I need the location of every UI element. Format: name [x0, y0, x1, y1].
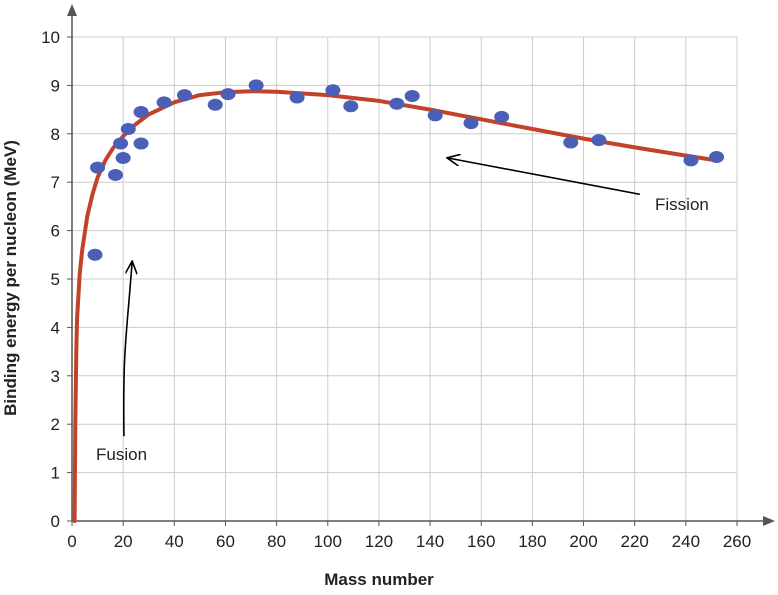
y-tick-label-8: 8	[51, 125, 60, 144]
data-point-14	[325, 84, 341, 97]
grid	[71, 36, 738, 522]
data-point-3	[113, 137, 129, 150]
x-tick-label-12: 240	[672, 532, 700, 551]
data-point-19	[463, 117, 479, 130]
data-point-22	[591, 134, 607, 147]
data-points	[87, 79, 725, 261]
y-tick-label-2: 2	[51, 415, 60, 434]
y-tick-label-4: 4	[51, 318, 60, 337]
x-tick-label-7: 140	[416, 532, 444, 551]
x-tick-label-4: 80	[267, 532, 286, 551]
data-point-10	[207, 98, 223, 111]
x-tick-label-0: 0	[67, 532, 76, 551]
x-tick-label-3: 60	[216, 532, 235, 551]
data-point-6	[133, 137, 149, 150]
x-tick-label-9: 180	[518, 532, 546, 551]
data-point-20	[494, 110, 510, 123]
fusion-label: Fusion	[96, 445, 147, 464]
data-point-23	[683, 154, 699, 167]
binding-energy-curve	[72, 89, 719, 523]
y-tick-label-10: 10	[41, 28, 60, 47]
data-point-9	[177, 89, 193, 102]
data-point-11	[220, 88, 236, 101]
x-axis-title: Mass number	[324, 570, 434, 589]
x-tick-label-1: 20	[114, 532, 133, 551]
data-point-0	[87, 248, 103, 261]
data-point-17	[404, 90, 420, 103]
x-tick-label-2: 40	[165, 532, 184, 551]
x-tick-label-5: 100	[314, 532, 342, 551]
y-tick-label-0: 0	[51, 512, 60, 531]
data-point-24	[709, 151, 725, 164]
y-tick-label-7: 7	[51, 173, 60, 192]
fission-arrow	[448, 158, 640, 196]
x-tick-label-8: 160	[467, 532, 495, 551]
y-tick-label-1: 1	[51, 464, 60, 483]
data-point-7	[133, 106, 149, 119]
data-point-5	[120, 122, 136, 135]
x-tick-label-6: 120	[365, 532, 393, 551]
data-point-8	[156, 96, 172, 109]
fusion-arrow	[122, 262, 132, 437]
data-point-1	[90, 161, 106, 174]
x-tick-label-13: 260	[723, 532, 751, 551]
data-point-21	[563, 136, 579, 149]
y-axis-title: Binding energy per nucleon (MeV)	[1, 140, 20, 416]
data-point-18	[427, 109, 443, 122]
x-tick-label-10: 200	[569, 532, 597, 551]
fission-label: Fission	[655, 195, 709, 214]
axes	[67, 4, 775, 526]
data-point-13	[289, 91, 305, 104]
annotations: Fusion Fission	[96, 158, 709, 464]
data-point-16	[389, 97, 405, 110]
y-tick-label-3: 3	[51, 367, 60, 386]
x-tick-label-11: 220	[621, 532, 649, 551]
data-point-12	[248, 79, 264, 92]
data-point-2	[107, 168, 123, 181]
tick-labels: 0 20 40 60 80 100 120 140 160 180 200 220 240 260 0 1 2 3…	[41, 28, 751, 551]
data-point-4	[115, 152, 131, 164]
y-tick-label-9: 9	[51, 76, 60, 95]
y-tick-label-6: 6	[51, 222, 60, 241]
data-point-15	[343, 100, 359, 113]
y-tick-label-5: 5	[51, 270, 60, 289]
